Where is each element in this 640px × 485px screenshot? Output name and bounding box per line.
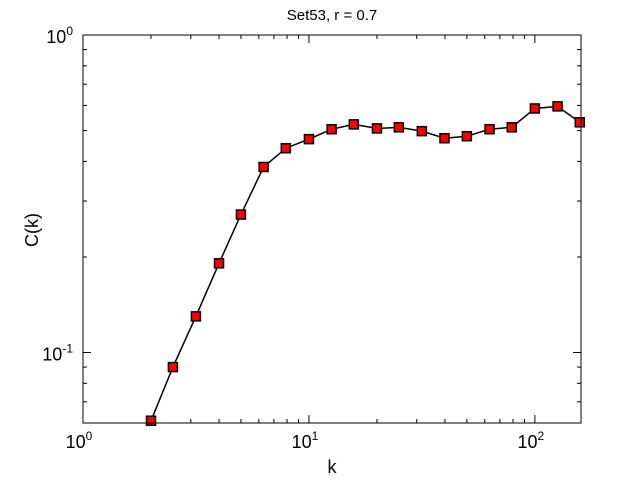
data-point xyxy=(280,142,292,154)
data-point xyxy=(439,132,450,144)
data-point xyxy=(529,103,541,114)
data-point xyxy=(484,123,495,135)
data-point xyxy=(574,117,586,128)
chart-title: Set53, r = 0.7 xyxy=(287,7,377,24)
data-point xyxy=(552,101,563,112)
data-point xyxy=(145,415,157,426)
data-point xyxy=(506,122,518,133)
x-axis-label: k xyxy=(328,457,338,477)
plot-frame xyxy=(82,34,582,424)
data-point xyxy=(461,130,473,142)
data-point xyxy=(326,123,337,135)
data-point xyxy=(416,125,428,137)
data-point xyxy=(235,209,247,220)
data-point xyxy=(258,161,269,173)
series-line xyxy=(145,101,586,426)
data-point xyxy=(167,361,179,373)
data-point xyxy=(371,123,383,134)
data-point xyxy=(348,119,360,130)
data-point xyxy=(393,122,405,133)
data-point xyxy=(303,133,315,145)
data-point xyxy=(213,258,225,269)
data-point xyxy=(190,311,202,322)
y-axis-label: C(k) xyxy=(22,213,42,247)
